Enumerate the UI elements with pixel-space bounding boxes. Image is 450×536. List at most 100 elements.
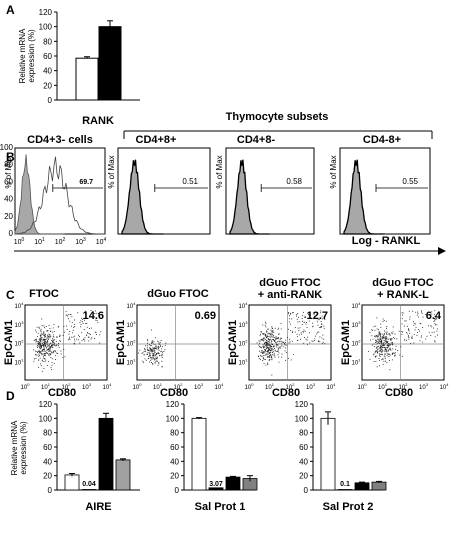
panel-c-x-axis-label: CD80 bbox=[272, 387, 300, 399]
panel-c-x-tick-label: 101 bbox=[378, 382, 388, 391]
panel-b-plot-title: CD4+8+ bbox=[136, 134, 177, 146]
panel-c-plot-title: FTOC bbox=[29, 288, 59, 300]
panel-c-dot-cloud bbox=[368, 310, 438, 371]
panel-c-dot-cloud bbox=[33, 310, 102, 372]
panel-c-plot-frame bbox=[248, 304, 332, 381]
panel-c-y-tick-label: 101 bbox=[127, 357, 137, 366]
panel-d-y-tick-label: 80 bbox=[299, 429, 308, 438]
panel-c-y-tick-label: 101 bbox=[15, 357, 25, 366]
panel-c-x-tick-label: 104 bbox=[103, 382, 113, 391]
panel-d-y-tick-label: 0 bbox=[48, 486, 53, 495]
panel-c-x-tick-label: 101 bbox=[153, 382, 163, 391]
panel-c-x-tick-label: 100 bbox=[21, 382, 31, 391]
panel-b-gate-percentage: 0.58 bbox=[286, 177, 302, 186]
panel-d-bar bbox=[191, 417, 207, 491]
panel-a-bar bbox=[98, 26, 122, 101]
panel-c-y-tick-label: 102 bbox=[352, 339, 362, 348]
panel-d-category-label: Sal Prot 2 bbox=[323, 501, 374, 513]
panel-d-y-axis-label: Relative mRNAexpression (%) bbox=[10, 420, 28, 475]
panel-c-y-axis-label: EpCAM1 bbox=[3, 320, 15, 365]
panel-a-y-tick-label: 60 bbox=[43, 52, 52, 61]
panel-c-y-tick-label: 104 bbox=[127, 301, 137, 310]
panel-b-y-axis-label: % of Max bbox=[107, 155, 116, 188]
panel-d-y-tick-label: 40 bbox=[299, 457, 308, 466]
panel-label-b: B bbox=[6, 150, 15, 164]
panel-d-y-tick-label: 0 bbox=[304, 486, 309, 495]
panel-b-stained-histogram bbox=[14, 156, 105, 235]
panel-c-x-tick-label: 103 bbox=[419, 382, 429, 391]
panel-b-y-tick-label: 0 bbox=[9, 229, 14, 238]
panel-c-plot-title: dGuo FTOC bbox=[147, 288, 209, 300]
panel-b-y-tick-label: 40 bbox=[4, 195, 13, 204]
panel-b-y-tick-label: 80 bbox=[4, 160, 13, 169]
panel-a-bar bbox=[75, 57, 99, 101]
panel-c-y-tick-label: 103 bbox=[15, 320, 25, 329]
panel-b-arrow-head bbox=[438, 247, 446, 255]
panel-c-x-axis-label: CD80 bbox=[385, 387, 413, 399]
panel-d-y-tick-label: 120 bbox=[166, 400, 180, 409]
panel-c-x-tick-label: 104 bbox=[440, 382, 450, 391]
panel-c-x-tick-label: 103 bbox=[194, 382, 204, 391]
panel-c-y-axis-label: EpCAM1 bbox=[340, 320, 352, 365]
panel-d-y-tick-label: 40 bbox=[170, 457, 179, 466]
panel-c-y-axis-label: EpCAM1 bbox=[227, 320, 239, 365]
panel-b-gate-percentage: 0.51 bbox=[182, 177, 198, 186]
panel-d-y-tick-label: 20 bbox=[299, 472, 308, 481]
panel-a-y-tick-label: 80 bbox=[43, 37, 52, 46]
panel-c-plot-title: dGuo FTOC + RANK-L bbox=[372, 277, 434, 301]
panel-c-quadrant-percentage: 0.69 bbox=[195, 310, 216, 322]
panel-b-control-histogram bbox=[14, 154, 65, 235]
panel-d-category-label: Sal Prot 1 bbox=[195, 501, 246, 513]
panel-c-y-tick-label: 104 bbox=[352, 301, 362, 310]
panel-b-y-tick-label: 20 bbox=[4, 212, 13, 221]
panel-c-y-tick-label: 102 bbox=[127, 339, 137, 348]
panel-b-x-tick-label: 102 bbox=[55, 237, 66, 246]
panel-b-x-tick-label: 101 bbox=[34, 237, 45, 246]
panel-label-a: A bbox=[6, 3, 15, 17]
panel-c-x-tick-label: 101 bbox=[41, 382, 51, 391]
panel-c-dot-cloud bbox=[256, 310, 326, 376]
panel-a-y-tick-label: 40 bbox=[43, 67, 52, 76]
panel-c-x-tick-label: 102 bbox=[399, 382, 409, 391]
panel-c-y-tick-label: 101 bbox=[239, 357, 249, 366]
panel-c-plot-frame bbox=[136, 304, 220, 381]
panel-c-x-tick-label: 102 bbox=[286, 382, 296, 391]
panel-d-data-label: 3.07 bbox=[209, 481, 223, 488]
panel-c-y-tick-label: 104 bbox=[15, 301, 25, 310]
panel-c-x-tick-label: 101 bbox=[265, 382, 275, 391]
panel-a-bar-chart: 0 20 40 60 80 100 120 Relative mRNAexpression (… bbox=[18, 8, 140, 127]
panel-d-y-tick-label: 100 bbox=[166, 414, 180, 423]
panel-c-plot-title: dGuo FTOC + anti-RANK bbox=[258, 277, 323, 301]
panel-d-data-label: 0.1 bbox=[340, 481, 350, 488]
panel-c-x-tick-label: 104 bbox=[327, 382, 337, 391]
panel-b-x-tick-label: 100 bbox=[14, 237, 25, 246]
panel-d-y-tick-label: 0 bbox=[175, 486, 180, 495]
panel-d-y-tick-label: 120 bbox=[39, 400, 53, 409]
panel-c-x-tick-label: 102 bbox=[62, 382, 72, 391]
panel-c-x-tick-label: 102 bbox=[174, 382, 184, 391]
panel-b-y-tick-label: 60 bbox=[4, 177, 13, 186]
panel-d-bar bbox=[354, 482, 370, 491]
panel-b-x-axis-label: Log - RANKL bbox=[352, 235, 421, 247]
panel-b-histogram bbox=[343, 159, 385, 235]
panel-d-y-tick-label: 40 bbox=[43, 457, 52, 466]
panel-d-y-tick-label: 60 bbox=[43, 443, 52, 452]
panel-label-c: C bbox=[6, 288, 15, 302]
panel-c-y-tick-label: 101 bbox=[352, 357, 362, 366]
panel-d-bar-charts: Relative mRNAexpression (%) 0 20 40 60 80 100 1… bbox=[10, 400, 387, 513]
panel-c-y-tick-label: 102 bbox=[15, 339, 25, 348]
panel-b-y-axis-label: % of Max bbox=[4, 155, 13, 188]
panel-b-y-axis-label: % of Max bbox=[329, 155, 338, 188]
panel-d-y-tick-label: 80 bbox=[43, 429, 52, 438]
panel-d-y-tick-label: 120 bbox=[295, 400, 309, 409]
panel-c-x-tick-label: 100 bbox=[133, 382, 143, 391]
panel-b-group-title: Thymocyte subsets bbox=[226, 111, 329, 123]
panel-d-data-label: 0.04 bbox=[82, 481, 96, 488]
panel-a-y-tick-label: 0 bbox=[48, 96, 53, 105]
panel-d-bar bbox=[337, 489, 353, 491]
panel-c-x-tick-label: 100 bbox=[358, 382, 368, 391]
panel-c-y-tick-label: 103 bbox=[127, 320, 137, 329]
panel-d-bar bbox=[225, 476, 241, 491]
